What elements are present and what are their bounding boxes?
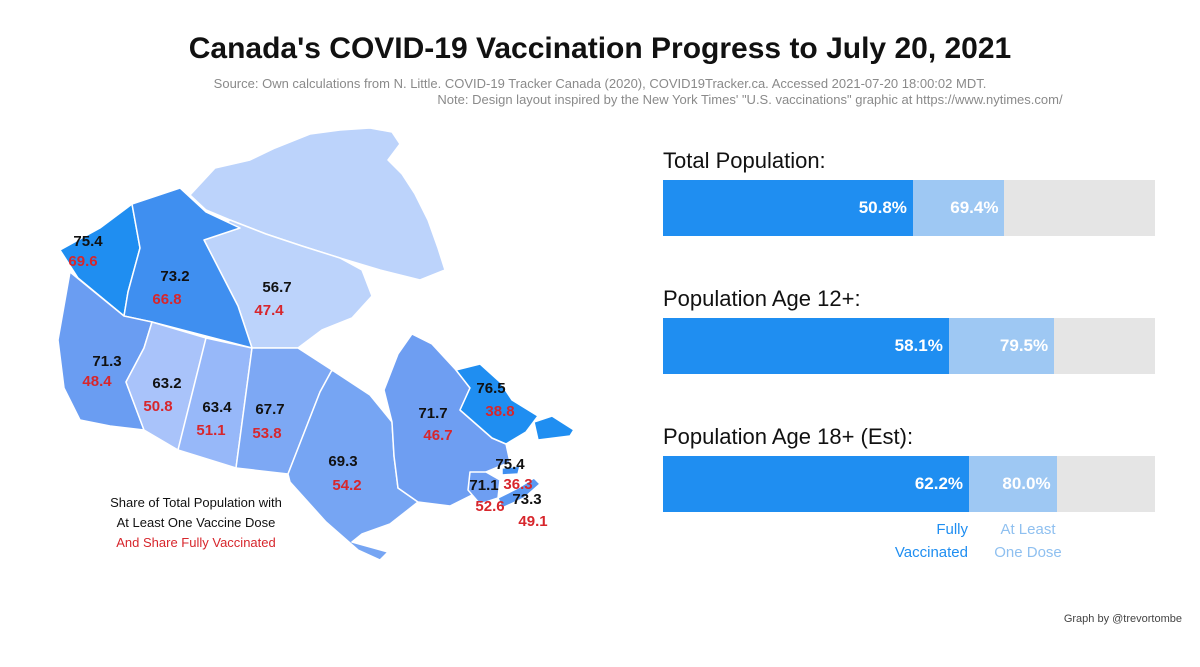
map-region-prince-edward-island <box>501 465 521 476</box>
bar-fully-vaccinated <box>663 456 970 512</box>
map-region-labrador <box>455 363 539 445</box>
map-region-nova-scotia <box>497 477 541 509</box>
map-label-fully-vaccinated: 38.8 <box>485 403 514 420</box>
map-label-fully-vaccinated: 52.6 <box>475 498 504 515</box>
bar-track-age-18-plus: 80.0% 62.2% <box>663 456 1155 512</box>
map-label-first-dose: 71.3 <box>92 353 121 370</box>
source-note: Source: Own calculations from N. Little.… <box>213 76 987 91</box>
design-note: Note: Design layout inspired by the New … <box>437 92 1063 107</box>
map-legend: Share of Total Population with At Least … <box>96 493 296 553</box>
map-label-fully-vaccinated: 48.4 <box>82 373 112 390</box>
map-label-first-dose: 76.5 <box>476 380 505 397</box>
bar-value-fully-vaccinated: 50.8% <box>858 198 907 217</box>
legend-least-line2: One Dose <box>994 544 1062 561</box>
bar-value-at-least-one-dose: 79.5% <box>999 336 1049 355</box>
map-regions <box>57 127 581 561</box>
map-region-newfoundland <box>533 415 581 441</box>
map-label-fully-vaccinated: 46.7 <box>423 427 452 444</box>
map-legend-line3: And Share Fully Vaccinated <box>116 535 276 550</box>
legend-fully-vaccinated: Fully Vaccinated <box>868 518 968 564</box>
map-label-first-dose: 73.2 <box>160 268 189 285</box>
legend-at-least-one-dose: At Least One Dose <box>978 518 1078 564</box>
bar-title-age-18-plus: Population Age 18+ (Est): <box>663 424 914 449</box>
bar-track-total-population: 69.4% 50.8% <box>663 180 1155 236</box>
legend-fully-line1: Fully <box>936 521 968 538</box>
map-label-first-dose: 67.7 <box>255 401 284 418</box>
bar-value-fully-vaccinated: 58.1% <box>894 336 943 355</box>
canada-map: 75.4 69.6 73.2 66.8 56.7 47.4 71.3 48.4 … <box>57 127 581 561</box>
map-label-first-dose: 75.4 <box>73 233 103 250</box>
map-region-northwest-territories <box>123 187 253 349</box>
map-label-first-dose: 71.7 <box>418 405 447 422</box>
map-label-first-dose: 69.3 <box>328 453 357 470</box>
bar-value-fully-vaccinated: 62.2% <box>914 474 964 493</box>
legend-least-line1: At Least <box>1000 521 1056 538</box>
map-label-first-dose: 75.4 <box>495 456 525 473</box>
legend-fully-line2: Vaccinated <box>894 544 968 561</box>
bar-track-age-12-plus: 79.5% 58.1% <box>663 318 1155 374</box>
map-labels: 75.4 69.6 73.2 66.8 56.7 47.4 71.3 48.4 … <box>68 233 547 530</box>
map-label-first-dose: 73.3 <box>512 491 541 508</box>
bar-value-at-least-one-dose: 69.4% <box>950 198 999 217</box>
map-label-fully-vaccinated: 69.6 <box>68 253 97 270</box>
map-label-first-dose: 56.7 <box>262 279 291 296</box>
bar-title-age-12-plus: Population Age 12+: <box>663 286 861 311</box>
chart-title: Canada's COVID-19 Vaccination Progress t… <box>188 32 1012 65</box>
map-label-first-dose: 63.4 <box>202 399 232 416</box>
credit: Graph by @trevortombe <box>1063 613 1182 625</box>
bar-title-total-population: Total Population: <box>663 148 826 173</box>
map-label-fully-vaccinated: 36.3 <box>503 476 532 493</box>
map-label-fully-vaccinated: 51.1 <box>196 422 225 439</box>
map-legend-line2: At Least One Vaccine Dose <box>116 515 276 530</box>
map-label-fully-vaccinated: 54.2 <box>332 477 361 494</box>
map-label-fully-vaccinated: 53.8 <box>252 425 281 442</box>
map-label-fully-vaccinated: 50.8 <box>143 398 172 415</box>
bar-value-at-least-one-dose: 80.0% <box>1002 474 1051 493</box>
map-label-fully-vaccinated: 47.4 <box>254 302 284 319</box>
map-legend-line1: Share of Total Population with <box>110 495 282 510</box>
map-label-fully-vaccinated: 66.8 <box>152 291 181 308</box>
map-label-first-dose: 63.2 <box>152 375 181 392</box>
map-label-fully-vaccinated: 49.1 <box>518 513 547 530</box>
bar-fully-vaccinated <box>663 318 949 374</box>
bar-fully-vaccinated <box>663 180 913 236</box>
map-label-first-dose: 71.1 <box>469 477 498 494</box>
